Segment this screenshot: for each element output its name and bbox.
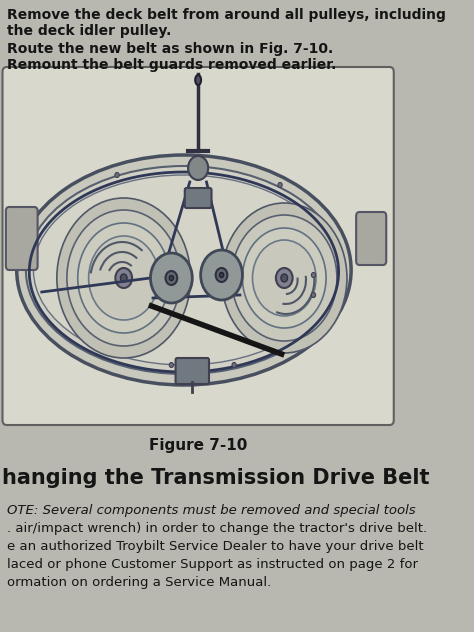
Ellipse shape bbox=[242, 228, 326, 328]
Ellipse shape bbox=[219, 272, 224, 277]
Text: ormation on ordering a Service Manual.: ormation on ordering a Service Manual. bbox=[7, 576, 271, 589]
Ellipse shape bbox=[78, 223, 170, 333]
Ellipse shape bbox=[278, 183, 282, 188]
Ellipse shape bbox=[67, 210, 181, 346]
Ellipse shape bbox=[26, 166, 342, 374]
Ellipse shape bbox=[221, 203, 347, 353]
Ellipse shape bbox=[188, 156, 208, 180]
FancyBboxPatch shape bbox=[6, 207, 37, 270]
Ellipse shape bbox=[216, 268, 228, 282]
Ellipse shape bbox=[115, 268, 132, 288]
Ellipse shape bbox=[169, 276, 173, 281]
Ellipse shape bbox=[169, 363, 173, 367]
Text: e an authorized Troybilt Service Dealer to have your drive belt: e an authorized Troybilt Service Dealer … bbox=[7, 540, 423, 553]
Text: OTE: Several components must be removed and special tools: OTE: Several components must be removed … bbox=[7, 504, 415, 517]
Ellipse shape bbox=[150, 253, 192, 303]
Ellipse shape bbox=[201, 250, 242, 300]
Ellipse shape bbox=[57, 198, 191, 358]
Ellipse shape bbox=[17, 155, 351, 385]
Text: Remove the deck belt from around all pulleys, including: Remove the deck belt from around all pul… bbox=[7, 8, 446, 22]
Ellipse shape bbox=[165, 271, 177, 285]
Ellipse shape bbox=[115, 173, 119, 178]
Ellipse shape bbox=[253, 240, 316, 316]
FancyBboxPatch shape bbox=[2, 67, 394, 425]
Text: the deck idler pulley.: the deck idler pulley. bbox=[7, 24, 171, 38]
Ellipse shape bbox=[89, 236, 159, 320]
Ellipse shape bbox=[34, 175, 335, 365]
Text: Route the new belt as shown in Fig. 7-10.: Route the new belt as shown in Fig. 7-10… bbox=[7, 42, 333, 56]
Ellipse shape bbox=[232, 363, 236, 367]
FancyBboxPatch shape bbox=[175, 358, 209, 384]
Text: laced or phone Customer Support as instructed on page 2 for: laced or phone Customer Support as instr… bbox=[7, 558, 418, 571]
Text: hanging the Transmission Drive Belt: hanging the Transmission Drive Belt bbox=[2, 468, 429, 488]
Ellipse shape bbox=[195, 75, 201, 85]
Ellipse shape bbox=[311, 272, 316, 277]
Text: Remount the belt guards removed earlier.: Remount the belt guards removed earlier. bbox=[7, 58, 336, 72]
Text: . air/impact wrench) in order to change the tractor's drive belt.: . air/impact wrench) in order to change … bbox=[7, 522, 427, 535]
Ellipse shape bbox=[311, 293, 316, 298]
Ellipse shape bbox=[281, 274, 288, 282]
Text: Figure 7-10: Figure 7-10 bbox=[149, 438, 247, 453]
Ellipse shape bbox=[232, 215, 337, 341]
Ellipse shape bbox=[276, 268, 292, 288]
FancyBboxPatch shape bbox=[185, 188, 211, 208]
FancyBboxPatch shape bbox=[356, 212, 386, 265]
Ellipse shape bbox=[120, 274, 127, 282]
